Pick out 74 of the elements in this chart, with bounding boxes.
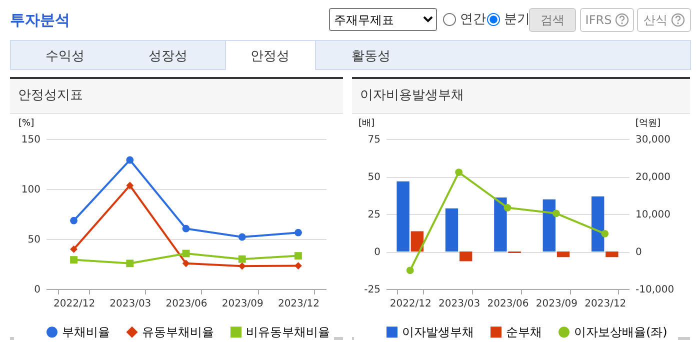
point (406, 266, 414, 274)
text: 연간 (459, 11, 486, 28)
x-tick-label: 2023/12 (278, 298, 320, 310)
chart-title: 이자비용발생부채 (352, 79, 690, 114)
point (294, 252, 302, 260)
point (126, 260, 134, 268)
legend-label: 부채비율 (62, 325, 110, 340)
legend-label: 이자보상배율(좌) (574, 325, 668, 340)
y-tick-label: 75 (368, 134, 380, 146)
y2-tick-label: -10,000 (636, 284, 674, 296)
point (455, 168, 463, 176)
bar (542, 199, 556, 252)
text: 성장성 (148, 48, 188, 65)
y-axis-title: [%] (18, 118, 34, 128)
text: 수익성 (46, 48, 84, 65)
legend-label: 유동부채비율 (142, 325, 214, 340)
y-tick-label: 150 (21, 134, 40, 146)
point (238, 262, 246, 270)
text: 안정성 (250, 48, 290, 65)
bar (396, 181, 410, 252)
text: 주재무제표 (329, 8, 437, 31)
bar (460, 252, 472, 262)
legend-label: 이자발생부채 (402, 325, 474, 340)
point (70, 245, 78, 253)
text: IFRS (580, 8, 634, 32)
y-tick-label: 50 (368, 172, 380, 183)
y-axis-title: [배] (358, 118, 375, 128)
y2-tick-label: 0 (636, 247, 642, 258)
point (294, 228, 302, 236)
y-tick-label: 50 (28, 234, 40, 246)
y-tick-label: 100 (21, 184, 40, 196)
point (552, 210, 560, 218)
y-tick-label: -25 (364, 284, 380, 296)
chart-title: 안정성지표 (10, 79, 343, 114)
point (238, 233, 246, 241)
text: 활동성 (352, 48, 390, 65)
text: 분기 (503, 11, 530, 28)
point (70, 256, 78, 264)
x-tick-label: 2022/12 (54, 298, 96, 310)
point (126, 156, 134, 164)
x-tick-label: 2023/03 (110, 298, 152, 310)
x-tick-label: 2023/06 (487, 298, 529, 310)
y-tick-label: 0 (34, 284, 40, 296)
point (238, 255, 246, 263)
y2-tick-label: 30,000 (636, 134, 670, 146)
point (601, 230, 609, 238)
bar (445, 208, 458, 252)
y2-tick-label: 20,000 (636, 172, 670, 183)
bar (494, 198, 507, 252)
bar (592, 196, 604, 252)
legend-label: 순부채 (506, 325, 542, 340)
point (70, 216, 78, 224)
x-tick-label: 2023/09 (222, 298, 264, 310)
point (294, 262, 302, 270)
x-tick-label: 2023/09 (536, 298, 578, 310)
point (182, 224, 190, 232)
x-tick-label: 2023/12 (584, 298, 626, 310)
bar (556, 252, 570, 258)
text: 산식 (637, 8, 691, 32)
x-tick-label: 2023/06 (166, 298, 208, 310)
point (126, 182, 134, 190)
point (504, 204, 512, 212)
legend-label: 비유동부채비율 (246, 325, 330, 340)
x-tick-label: 2023/03 (438, 298, 480, 310)
point (182, 260, 190, 268)
y2-axis-title: [억원] (636, 118, 661, 128)
y-tick-label: 25 (368, 210, 380, 220)
text: 검색 (529, 8, 576, 32)
x-tick-label: 2022/12 (390, 298, 432, 310)
bar (606, 252, 618, 258)
bar (410, 231, 424, 252)
y2-tick-label: 10,000 (636, 210, 670, 220)
y-tick-label: 0 (374, 247, 380, 258)
text: 투자분석 (10, 11, 70, 30)
